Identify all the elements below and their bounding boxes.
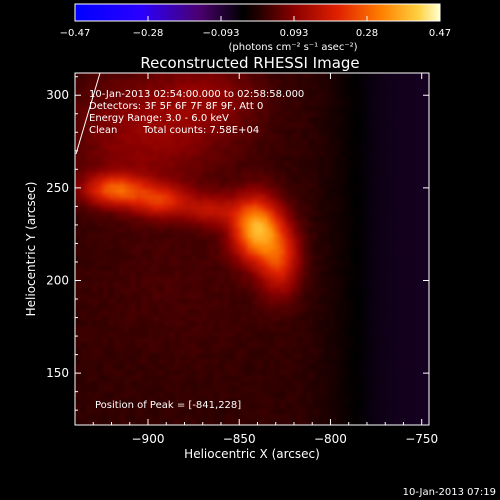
- annotation-total-counts: Total counts: 7.58E+04: [142, 125, 259, 136]
- x-axis-ticks: [74, 73, 423, 425]
- y-axis-tick-labels: 150 200 250 300: [46, 88, 69, 380]
- limb-line: [75, 72, 101, 155]
- plot-area: [74, 72, 430, 426]
- annotation-peak-position: Position of Peak = [-841,228]: [95, 400, 241, 411]
- annotation-detectors: Detectors: 3F 5F 6F 7F 8F 9F, Att 0: [89, 101, 263, 112]
- colorbar-frame: [74, 3, 441, 22]
- footer-timestamp: 10-Jan-2013 07:19: [403, 487, 496, 498]
- colorbar-tick-label-2: −0.093: [202, 28, 239, 39]
- annotation-time-range: 10-Jan-2013 02:54:00.000 to 02:58:58.000: [89, 89, 304, 100]
- colorbar-tick-label-1: −0.28: [133, 28, 164, 39]
- colorbar-tick-labels: −0.47 −0.28 −0.093 0.093 0.28 0.47: [60, 28, 451, 39]
- colorbar: −0.47 −0.28 −0.093 0.093 0.28 0.47 (photons c…: [60, 3, 451, 53]
- annotation-method: Clean: [89, 125, 117, 136]
- colorbar-unit-label: (photons cm⁻² s⁻¹ asec⁻²): [228, 42, 357, 53]
- colorbar-gradient: [75, 4, 440, 21]
- y-axis-title: Heliocentric Y (arcsec): [24, 182, 38, 317]
- heatmap-image: [75, 73, 429, 425]
- x-axis-title: Heliocentric X (arcsec): [184, 447, 320, 461]
- y-tick-label-2: 250: [46, 181, 69, 195]
- y-axis-ticks: [75, 76, 429, 411]
- colorbar-tick-label-0: −0.47: [60, 28, 91, 39]
- annotation-energy-range: Energy Range: 3.0 - 6.0 keV: [89, 113, 229, 124]
- plot-frame: [74, 72, 430, 426]
- y-tick-label-3: 300: [46, 88, 69, 102]
- x-tick-label-2: −800: [314, 432, 347, 446]
- x-tick-label-0: −900: [132, 432, 165, 446]
- plot-annotations: 10-Jan-2013 02:54:00.000 to 02:58:58.000…: [89, 89, 304, 411]
- x-tick-label-1: −850: [223, 432, 256, 446]
- y-tick-label-0: 150: [46, 366, 69, 380]
- colorbar-ticks: [74, 16, 441, 21]
- y-tick-label-1: 200: [46, 273, 69, 287]
- x-tick-label-3: −750: [405, 432, 438, 446]
- colorbar-tick-label-4: 0.28: [356, 28, 378, 39]
- chart-title: Reconstructed RHESSI Image: [140, 54, 359, 72]
- colorbar-tick-label-5: 0.47: [429, 28, 451, 39]
- x-axis-tick-labels: −900 −850 −800 −750: [132, 432, 439, 446]
- colorbar-tick-label-3: 0.093: [280, 28, 309, 39]
